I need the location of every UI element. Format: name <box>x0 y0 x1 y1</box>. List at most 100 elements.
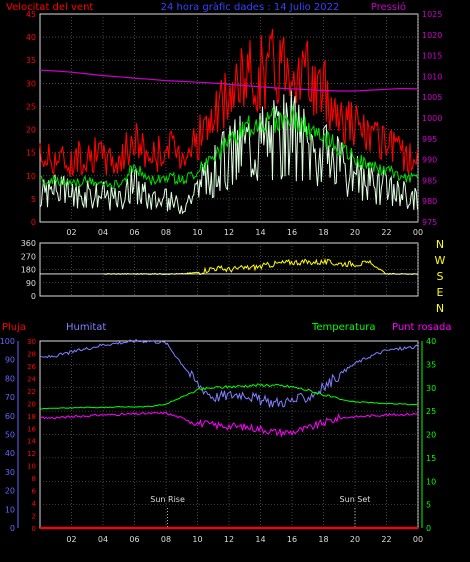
pressure-tick: 1020 <box>422 31 442 40</box>
pressure-tick: 990 <box>422 156 437 165</box>
wind-speed-tick: 35 <box>26 56 36 65</box>
rain-tick: 6 <box>32 488 37 496</box>
wind-hour-label: 02 <box>66 228 76 237</box>
wind-speed-tick: 10 <box>26 172 36 181</box>
compass-label: S <box>437 270 444 283</box>
wind-hour-label: 14 <box>255 228 265 237</box>
humidity-tick: 40 <box>5 449 15 458</box>
direction-tick: 180 <box>21 266 36 275</box>
pressure-tick: 1010 <box>422 72 442 81</box>
chart-title: 24 hora gràfic dades : 14 Julio 2022 <box>161 1 340 13</box>
wind-hour-label: 04 <box>98 228 108 237</box>
wind-speed-tick: 5 <box>31 195 36 204</box>
temperature-tick: 5 <box>426 501 431 510</box>
direction-tick: 90 <box>26 279 36 288</box>
temp-hour-label: 18 <box>318 535 328 544</box>
pressure-tick: 985 <box>422 176 437 185</box>
rain-tick: 14 <box>27 438 36 446</box>
wind-speed-tick: 20 <box>26 126 36 135</box>
pressure-tick: 1015 <box>422 52 442 61</box>
wind-hour-label: 12 <box>224 228 234 237</box>
rain-tick: 16 <box>27 425 36 433</box>
direction-tick: 270 <box>21 252 36 261</box>
temp-hour-label: 02 <box>66 535 76 544</box>
temp-hour-label: 08 <box>161 535 171 544</box>
wind-average-series <box>39 105 418 190</box>
rain-tick: 8 <box>32 475 36 483</box>
dewpoint-series <box>39 411 419 438</box>
temp-hour-label: 22 <box>381 535 391 544</box>
wind-speed-tick: 45 <box>26 10 36 19</box>
compass-label: N <box>436 302 444 315</box>
humidity-tick: 20 <box>5 487 15 496</box>
temp-hour-label: 20 <box>350 535 360 544</box>
compass-label: N <box>436 238 444 251</box>
humidity-series <box>39 338 419 408</box>
rain-tick: 26 <box>27 363 36 371</box>
humidity-tick: 10 <box>5 505 15 514</box>
rain-tick: 28 <box>27 350 36 358</box>
temp-hour-label: 14 <box>255 535 265 544</box>
rain-tick: 22 <box>27 388 36 396</box>
wind-hour-label: 16 <box>287 228 297 237</box>
wind-speed-tick: 0 <box>31 218 36 227</box>
wind-hour-label: 20 <box>350 228 360 237</box>
temp-hour-label: 04 <box>98 535 108 544</box>
sun-event-label: Sun Rise <box>150 495 185 504</box>
temperature-title: Temperatura <box>311 322 376 333</box>
wind-speed-tick: 40 <box>26 33 36 42</box>
rain-tick: 18 <box>27 413 36 421</box>
pressure-tick: 1005 <box>422 93 442 102</box>
pressure-series <box>39 69 419 92</box>
temperature-tick: 35 <box>426 360 436 369</box>
temp-hour-label: 12 <box>224 535 234 544</box>
direction-tick: 360 <box>21 239 36 248</box>
wind-hour-label: 10 <box>192 228 202 237</box>
humidity-tick: 60 <box>5 412 15 421</box>
pressure-title: Pressió <box>371 1 406 13</box>
rain-tick: 30 <box>27 338 36 346</box>
pressure-tick: 975 <box>422 218 437 227</box>
rain-tick: 10 <box>27 463 36 471</box>
rain-tick: 24 <box>27 375 36 383</box>
compass-label: W <box>435 254 446 267</box>
wind-hour-label: 06 <box>129 228 139 237</box>
temperature-tick: 15 <box>426 454 436 463</box>
wind-min-series <box>39 90 418 215</box>
humidity-tick: 90 <box>5 356 15 365</box>
compass-label: E <box>437 286 444 299</box>
wind-speed-tick: 25 <box>26 102 36 111</box>
pressure-tick: 1025 <box>422 10 442 19</box>
temp-hour-label: 10 <box>192 535 202 544</box>
wind-speed-tick: 30 <box>26 79 36 88</box>
wind-hour-label: 18 <box>318 228 328 237</box>
rain-tick: 20 <box>27 400 36 408</box>
temperature-series <box>39 383 419 410</box>
rain-tick: 4 <box>32 500 37 508</box>
humidity-tick: 70 <box>5 393 15 402</box>
temperature-tick: 40 <box>426 337 436 346</box>
sun-event-label: Sun Set <box>340 495 371 504</box>
wind-hour-label: 22 <box>381 228 391 237</box>
pressure-tick: 980 <box>422 197 437 206</box>
humidity-title: Humitat <box>66 322 106 333</box>
dewpoint-title: Punt rosada <box>392 322 451 333</box>
temperature-tick: 20 <box>426 431 436 440</box>
humidity-tick: 0 <box>10 524 15 533</box>
wind-hour-label: 00 <box>413 228 423 237</box>
temperature-tick: 25 <box>426 407 436 416</box>
humidity-tick: 30 <box>5 468 15 477</box>
temp-hour-label: 00 <box>413 535 423 544</box>
temperature-tick: 10 <box>426 477 436 486</box>
rain-tick: 2 <box>32 513 36 521</box>
temperature-tick: 30 <box>426 384 436 393</box>
wind-speed-title: Velocitat del vent <box>6 2 93 13</box>
temperature-tick: 0 <box>426 524 431 533</box>
temp-hour-label: 16 <box>287 535 297 544</box>
humidity-tick: 50 <box>5 431 15 440</box>
wind-speed-tick: 15 <box>26 149 36 158</box>
pressure-tick: 1000 <box>422 114 442 123</box>
temp-hour-label: 06 <box>129 535 139 544</box>
